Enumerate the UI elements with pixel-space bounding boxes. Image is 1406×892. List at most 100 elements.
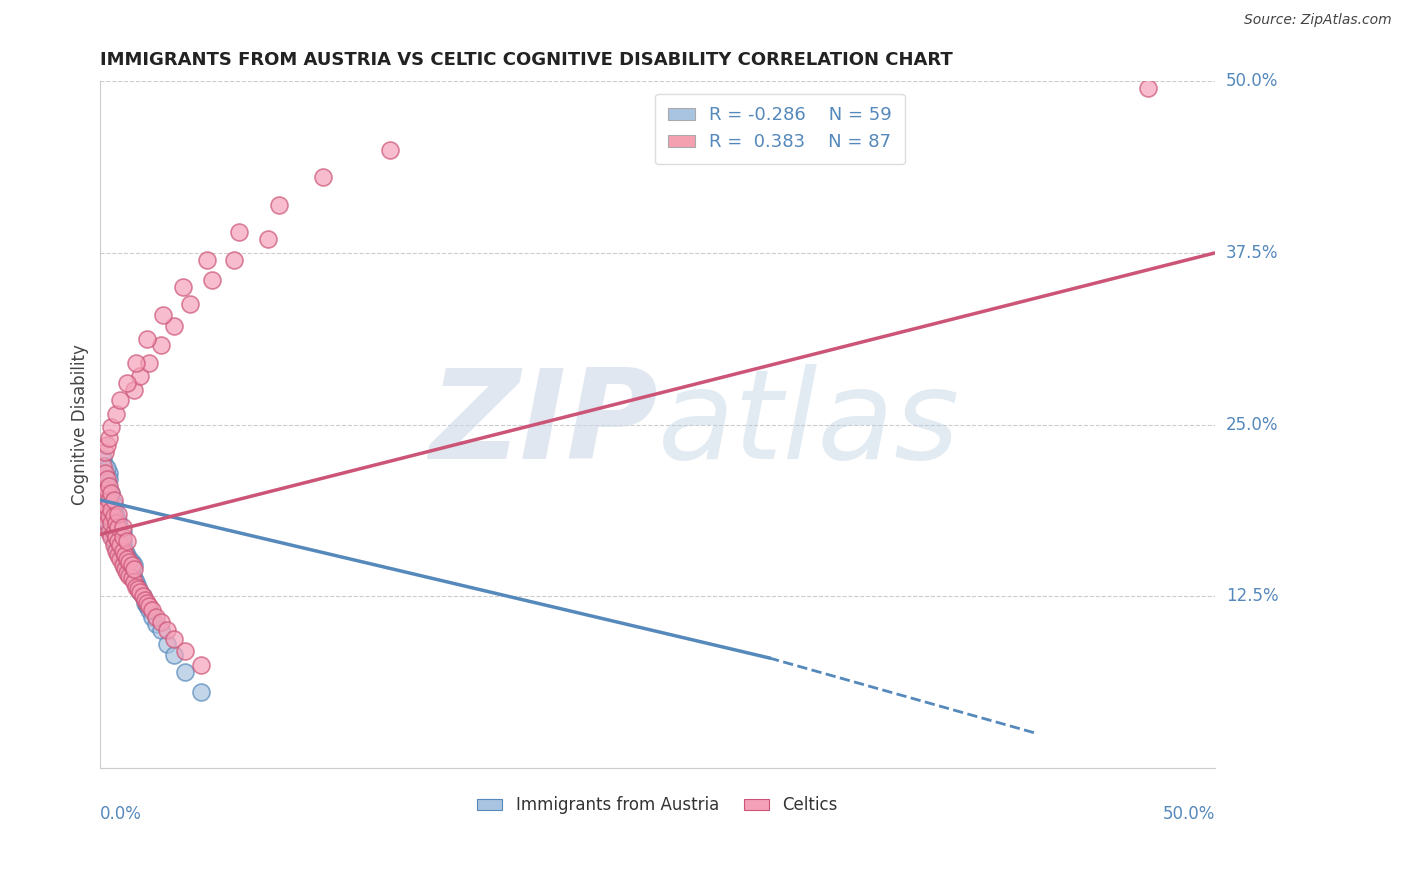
Y-axis label: Cognitive Disability: Cognitive Disability xyxy=(72,344,89,505)
Point xyxy=(136,333,159,347)
Point xyxy=(111,558,134,572)
Point xyxy=(129,369,152,384)
Point xyxy=(190,685,212,699)
Point xyxy=(149,624,172,638)
Point xyxy=(121,571,143,585)
Point xyxy=(107,520,129,534)
Point xyxy=(1136,81,1159,95)
Point xyxy=(107,544,129,558)
Point xyxy=(98,493,121,508)
Point xyxy=(141,609,163,624)
Point xyxy=(98,431,121,445)
Text: ZIP: ZIP xyxy=(429,364,658,485)
Point xyxy=(94,497,117,511)
Point xyxy=(111,520,134,534)
Point xyxy=(312,170,335,185)
Point xyxy=(134,593,156,607)
Point xyxy=(114,562,136,576)
Point xyxy=(94,486,117,500)
Point xyxy=(115,555,138,569)
Point xyxy=(111,538,134,552)
Point xyxy=(122,575,145,590)
Point xyxy=(110,534,132,549)
Point xyxy=(141,603,163,617)
Point xyxy=(96,479,118,493)
Point xyxy=(118,555,141,569)
Point xyxy=(378,143,401,157)
Point xyxy=(118,566,141,580)
Point xyxy=(134,596,156,610)
Point xyxy=(138,356,160,370)
Point xyxy=(96,438,118,452)
Point xyxy=(131,589,153,603)
Point xyxy=(104,544,127,558)
Point xyxy=(103,520,125,534)
Text: 50.0%: 50.0% xyxy=(1226,72,1278,90)
Point xyxy=(107,516,129,531)
Point xyxy=(122,562,145,576)
Point xyxy=(136,599,159,613)
Point xyxy=(256,232,278,246)
Point xyxy=(138,599,160,613)
Text: 0.0%: 0.0% xyxy=(100,805,142,823)
Point xyxy=(179,297,201,311)
Point xyxy=(96,497,118,511)
Point xyxy=(267,198,290,212)
Point xyxy=(222,252,245,267)
Point xyxy=(100,486,122,500)
Point xyxy=(115,562,138,576)
Point xyxy=(172,280,194,294)
Point xyxy=(127,582,149,597)
Point xyxy=(114,558,136,572)
Point xyxy=(103,534,125,549)
Point xyxy=(145,616,167,631)
Point xyxy=(96,483,118,498)
Point xyxy=(122,558,145,572)
Point xyxy=(174,644,197,658)
Point xyxy=(94,466,117,480)
Point xyxy=(107,548,129,562)
Point xyxy=(104,509,127,524)
Point xyxy=(96,516,118,531)
Point xyxy=(104,530,127,544)
Point xyxy=(163,318,186,333)
Point xyxy=(100,493,122,508)
Point xyxy=(145,609,167,624)
Point xyxy=(122,571,145,585)
Point xyxy=(125,356,148,370)
Point xyxy=(104,541,127,555)
Point xyxy=(96,507,118,521)
Point xyxy=(110,548,132,562)
Point xyxy=(110,538,132,552)
Point xyxy=(98,472,121,486)
Point xyxy=(127,580,149,594)
Point xyxy=(129,585,152,599)
Point xyxy=(103,502,125,516)
Point xyxy=(121,555,143,569)
Point xyxy=(136,596,159,610)
Text: IMMIGRANTS FROM AUSTRIA VS CELTIC COGNITIVE DISABILITY CORRELATION CHART: IMMIGRANTS FROM AUSTRIA VS CELTIC COGNIT… xyxy=(100,51,953,69)
Point xyxy=(149,615,172,630)
Point xyxy=(118,552,141,566)
Point xyxy=(115,552,138,566)
Point xyxy=(98,524,121,539)
Point xyxy=(110,392,132,407)
Point xyxy=(107,530,129,544)
Point xyxy=(100,516,122,531)
Point xyxy=(152,308,174,322)
Point xyxy=(96,500,118,514)
Point xyxy=(100,527,122,541)
Point xyxy=(138,603,160,617)
Point xyxy=(111,544,134,558)
Point xyxy=(149,338,172,352)
Point xyxy=(104,516,127,531)
Point xyxy=(174,665,197,679)
Point xyxy=(163,648,186,662)
Point xyxy=(129,585,152,599)
Point xyxy=(100,486,122,500)
Point xyxy=(104,407,127,421)
Point xyxy=(103,538,125,552)
Point xyxy=(103,509,125,524)
Point xyxy=(111,555,134,569)
Point xyxy=(115,548,138,562)
